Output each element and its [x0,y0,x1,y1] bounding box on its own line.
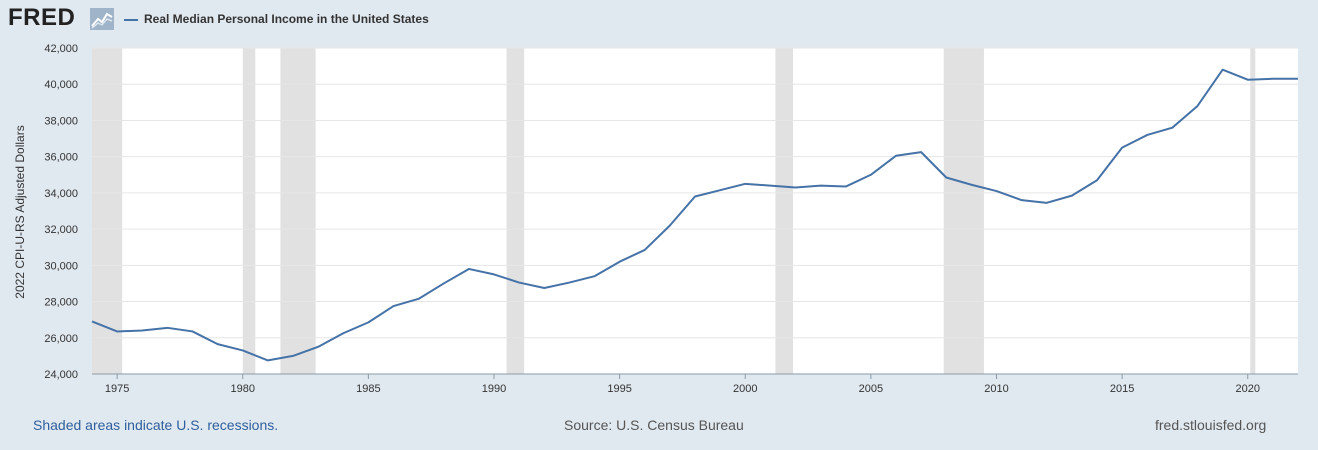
source-note: Source: U.S. Census Bureau [564,417,744,433]
recession-band [943,48,984,374]
recession-note: Shaded areas indicate U.S. recessions. [33,417,279,433]
y-tick-label: 40,000 [44,79,78,91]
x-tick-label: 2010 [984,383,1008,395]
recession-band [775,48,793,374]
recession-band [1250,48,1256,374]
y-tick-label: 24,000 [44,369,78,381]
recession-band [242,48,256,374]
x-tick-label: 2015 [1110,383,1134,395]
y-tick-label: 30,000 [44,260,78,272]
y-tick-label: 34,000 [44,188,78,200]
recession-shading [92,48,1256,374]
legend-series-label: Real Median Personal Income in the Unite… [144,12,429,26]
y-tick-label: 26,000 [44,333,78,345]
site-url[interactable]: fred.stlouisfed.org [1155,417,1267,433]
recession-band [506,48,525,374]
y-axis-ticks: 24,000 26,000 28,000 30,000 32,000 34,000 36,0… [44,43,78,381]
x-tick-label: 1980 [231,383,255,395]
recession-band [280,48,316,374]
legend-swatch [124,19,138,21]
x-tick-label: 2020 [1236,383,1260,395]
y-tick-label: 38,000 [44,115,78,127]
x-tick-label: 1975 [105,383,129,395]
x-tick-label: 1990 [482,383,506,395]
fred-logo[interactable]: FRED [8,4,76,31]
y-tick-label: 32,000 [44,224,78,236]
y-tick-label: 28,000 [44,297,78,309]
recession-band [92,48,123,374]
chart-header: FRED Real Median Personal Income in the … [0,0,1318,40]
chart-line-icon [90,8,114,30]
x-tick-label: 1995 [607,383,631,395]
y-tick-label: 42,000 [44,43,78,55]
x-tick-label: 1985 [356,383,380,395]
series-points [91,69,1299,361]
x-tick-label: 2000 [733,383,757,395]
y-axis-label: 2022 CPI-U-RS Adjusted Dollars [13,125,27,299]
line-chart[interactable]: 24,000 26,000 28,000 30,000 32,000 34,000 36,0… [0,0,1318,400]
y-tick-label: 36,000 [44,152,78,164]
plot-area [92,48,1298,374]
x-axis-ticks: 1975 1980 1985 1990 1995 2000 2005 2010 2015 2020 [105,374,1260,395]
x-tick-label: 2005 [859,383,883,395]
